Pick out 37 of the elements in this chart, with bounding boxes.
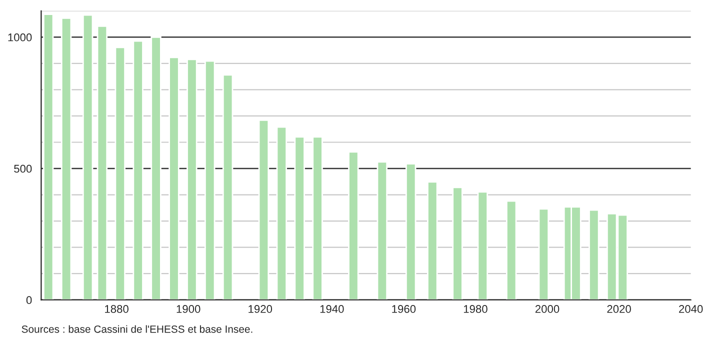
bar — [477, 191, 488, 300]
bar — [82, 14, 94, 300]
bar — [276, 126, 288, 300]
bar — [506, 200, 517, 300]
bar — [60, 18, 72, 300]
bar — [150, 36, 162, 300]
x-tick-label: 1920 — [248, 305, 272, 313]
x-tick-label: 1940 — [320, 305, 344, 313]
x-tick-label: 1900 — [176, 305, 200, 313]
bar — [96, 25, 108, 300]
x-tick-label: 2020 — [607, 305, 631, 313]
bar — [132, 40, 144, 300]
bar — [588, 209, 600, 300]
bar — [186, 58, 198, 300]
x-tick-label: 1880 — [105, 305, 128, 313]
x-tick-label: 2040 — [679, 305, 703, 313]
x-tick-label: 2000 — [535, 305, 560, 313]
x-tick-label: 1960 — [392, 305, 416, 313]
bar — [348, 151, 359, 300]
bar — [42, 14, 54, 300]
bar — [538, 208, 550, 300]
bar — [376, 161, 388, 300]
y-tick-label: 1000 — [8, 33, 32, 42]
bar — [258, 119, 270, 300]
source-note: Sources : base Cassini de l'EHESS et base Insee. — [22, 325, 252, 333]
bar — [222, 74, 234, 300]
bar — [114, 46, 126, 300]
bar — [452, 186, 463, 300]
bar — [312, 136, 323, 300]
bar — [427, 181, 438, 300]
bar — [204, 60, 216, 300]
y-tick-label: 500 — [14, 164, 32, 173]
bar — [168, 56, 180, 300]
x-tick-label: 1980 — [464, 305, 488, 313]
bar — [294, 136, 305, 300]
y-tick-label: 0 — [26, 296, 32, 304]
bar — [406, 163, 416, 300]
